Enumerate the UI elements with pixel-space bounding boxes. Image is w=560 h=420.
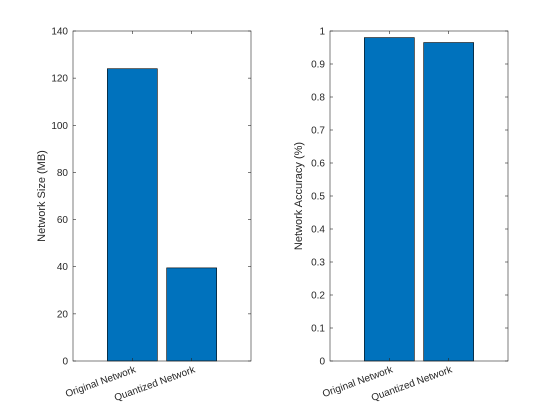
- axes-box: [72, 30, 252, 362]
- y-tick-label: 0.6: [311, 159, 325, 170]
- y-tick-label: 0.2: [311, 291, 325, 302]
- y-tick-label: 60: [57, 215, 69, 226]
- y-tick-label: 0.3: [311, 258, 325, 269]
- y-tick-label: 0: [62, 357, 68, 368]
- y-tick-label: 20: [57, 309, 69, 320]
- bar-1: [166, 267, 217, 362]
- y-tick-label: 0.5: [311, 192, 325, 203]
- y-tick-label: 0.1: [311, 324, 325, 335]
- y-tick-label: 1: [319, 27, 325, 38]
- bar-1: [423, 42, 474, 362]
- y-tick-label: 40: [57, 262, 69, 273]
- y-tick-label: 100: [51, 121, 68, 132]
- bar-0: [107, 68, 158, 362]
- y-axis-title: Network Size (MB): [36, 150, 48, 242]
- y-axis-title: Network Accuracy (%): [293, 142, 305, 250]
- y-tick-label: 0.7: [311, 126, 325, 137]
- y-tick-label: 0.9: [311, 60, 325, 71]
- y-tick-label: 80: [57, 168, 69, 179]
- y-tick-label: 0: [319, 357, 325, 368]
- y-tick-label: 140: [51, 27, 68, 38]
- y-tick-label: 0.8: [311, 93, 325, 104]
- axes-box: [329, 30, 509, 362]
- y-tick-label: 0.4: [311, 225, 325, 236]
- bar-0: [364, 37, 415, 362]
- y-tick-label: 120: [51, 74, 68, 85]
